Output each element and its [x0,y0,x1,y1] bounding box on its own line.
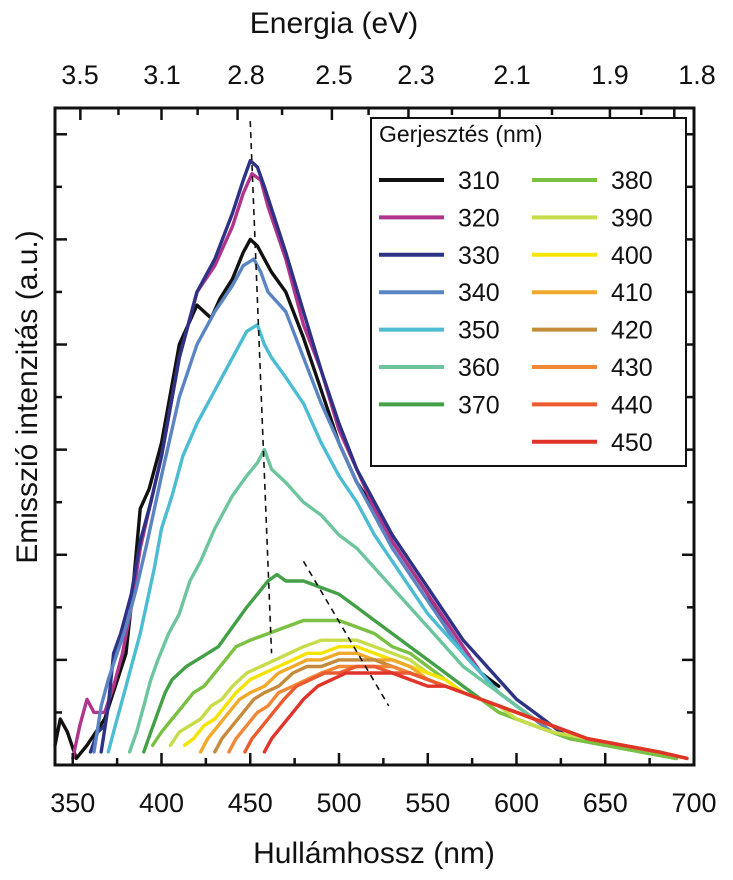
legend-label-420: 420 [611,317,653,345]
legend-label-350: 350 [458,317,500,345]
x-tick-label: 350 [50,788,95,818]
trend-annotations [249,121,390,707]
legend-label-330: 330 [458,242,500,270]
legend-label-370: 370 [458,391,500,419]
top-tick-label: 2.5 [315,60,353,90]
series-line-390 [168,638,689,761]
top-tick-label: 3.1 [143,60,181,90]
legend-label-400: 400 [611,242,653,270]
legend-label-440: 440 [611,391,653,419]
spectrum-curves [53,158,689,761]
x-tick-label: 400 [139,788,184,818]
legend-label-430: 430 [611,354,653,382]
top-tick-label: 2.3 [397,60,435,90]
x-axis-tick-labels: 350 400 450 500 550 600 650 700 [50,788,716,818]
dashed-trend-line-2 [302,560,390,707]
top-tick-label: 1.8 [678,60,716,90]
plot-frame [53,106,696,767]
legend-title: Gerjesztés (nm) [379,121,543,147]
legend-label-310: 310 [458,167,500,195]
series-line-330 [99,158,572,754]
axis-ticks [55,108,696,767]
legend-label-380: 380 [611,167,653,195]
top-tick-label: 3.5 [61,60,99,90]
legend-entries: 310 320 330 340 350 360 370 380 390 400 410 420 430 4… [379,167,653,457]
x-tick-label: 600 [494,788,539,818]
legend-label-390: 390 [611,204,653,232]
legend-label-340: 340 [458,279,500,307]
x-tick-label: 550 [405,788,450,818]
legend-label-360: 360 [458,354,500,382]
x-tick-label: 500 [316,788,361,818]
series-line-450 [262,671,689,761]
dashed-trend-line-1 [249,121,273,654]
x-tick-label: 450 [228,788,273,818]
legend: Gerjesztés (nm) 310 320 330 340 350 360 370 380… [370,117,687,467]
legend-label-450: 450 [611,429,653,457]
top-axis-title: Energia (eV) [250,7,418,40]
y-axis-title: Emisszió intenzitás (a.u.) [11,230,44,563]
top-tick-label: 1.9 [591,60,629,90]
series-line-360 [127,447,678,761]
top-axis-tick-labels: 3.5 3.1 2.8 2.5 2.3 2.1 1.9 1.8 [61,60,716,90]
top-tick-label: 2.1 [493,60,531,90]
legend-label-320: 320 [458,204,500,232]
x-tick-label: 700 [671,788,716,818]
top-tick-label: 2.8 [227,60,265,90]
x-axis-title: Hullámhossz (nm) [253,837,495,870]
legend-label-410: 410 [611,279,653,307]
x-tick-label: 650 [583,788,628,818]
